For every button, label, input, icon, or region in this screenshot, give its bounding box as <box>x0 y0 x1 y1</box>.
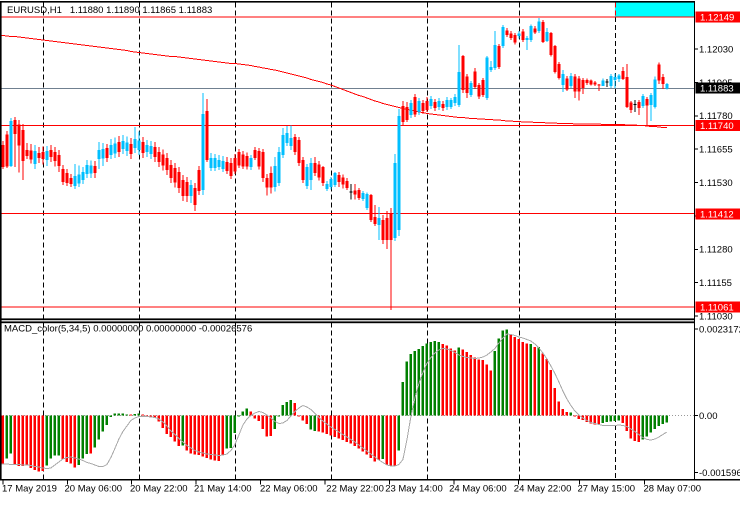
svg-text:22 May 06:00: 22 May 06:00 <box>260 484 318 495</box>
svg-text:MACD_color(5,34,5) 0.00000000: MACD_color(5,34,5) 0.00000000 0.00000000… <box>4 324 252 335</box>
svg-text:1.12030: 1.12030 <box>699 44 733 55</box>
svg-text:1.11530: 1.11530 <box>699 178 733 189</box>
svg-text:24 May 06:00: 24 May 06:00 <box>449 484 507 495</box>
svg-text:1.11280: 1.11280 <box>699 245 733 256</box>
svg-text:23 May 14:00: 23 May 14:00 <box>385 484 443 495</box>
svg-text:EURUSD,H1 1.11880 1.11890 1.: EURUSD,H1 1.11880 1.11890 1.11865 1.1188… <box>7 5 212 16</box>
svg-text:-0.0015960: -0.0015960 <box>699 468 740 479</box>
svg-text:20 May 22:00: 20 May 22:00 <box>130 484 188 495</box>
svg-text:28 May 07:00: 28 May 07:00 <box>644 484 702 495</box>
svg-text:22 May 22:00: 22 May 22:00 <box>326 484 384 495</box>
svg-text:0.0023172: 0.0023172 <box>699 324 740 335</box>
svg-text:0.00: 0.00 <box>699 411 718 422</box>
svg-text:17 May 2019: 17 May 2019 <box>2 484 57 495</box>
svg-text:1.11740: 1.11740 <box>700 121 734 132</box>
svg-text:1.11883: 1.11883 <box>700 83 734 94</box>
svg-text:1.11155: 1.11155 <box>699 278 732 289</box>
svg-text:1.11655: 1.11655 <box>699 145 733 156</box>
svg-text:1.11412: 1.11412 <box>700 209 734 220</box>
svg-text:20 May 06:00: 20 May 06:00 <box>65 484 123 495</box>
svg-text:1.12149: 1.12149 <box>700 12 734 23</box>
svg-text:24 May 22:00: 24 May 22:00 <box>514 484 572 495</box>
svg-text:27 May 15:00: 27 May 15:00 <box>578 484 636 495</box>
svg-text:21 May 14:00: 21 May 14:00 <box>194 484 252 495</box>
svg-text:1.11061: 1.11061 <box>700 302 734 313</box>
